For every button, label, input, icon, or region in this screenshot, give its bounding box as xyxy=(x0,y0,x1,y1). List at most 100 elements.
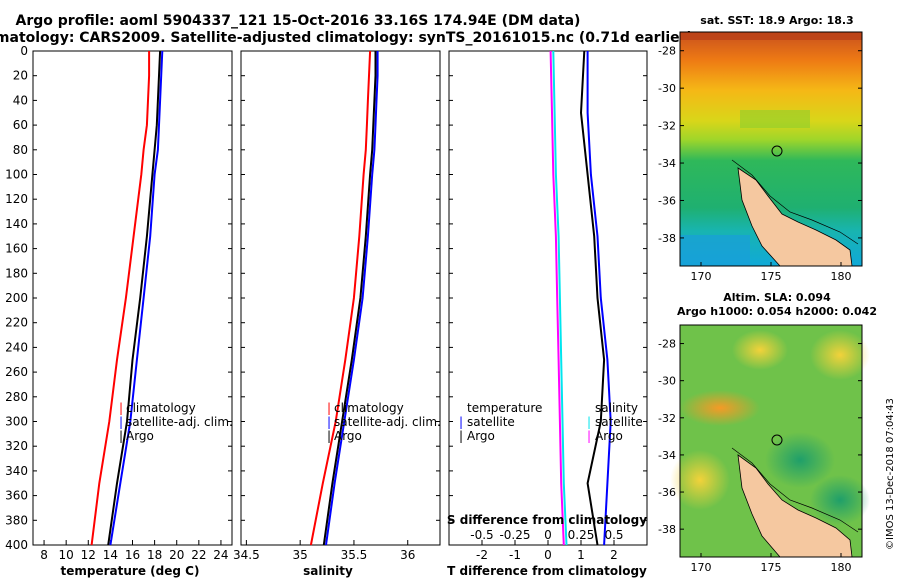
legend-sal-argo: Argo xyxy=(595,429,623,443)
series-line-salinity-argo xyxy=(549,50,565,546)
lat-tick-label: -36 xyxy=(658,486,676,499)
series-line-climatology xyxy=(309,50,372,546)
shelf-contour xyxy=(731,447,859,533)
x2-tick-label: 0.5 xyxy=(604,528,623,542)
lon-tick-label: 170 xyxy=(691,561,712,574)
x-tick-label: 20 xyxy=(169,548,184,562)
profile-location-marker xyxy=(771,145,783,157)
x-tick-label: 14 xyxy=(103,548,118,562)
temperature-axis-label: temperature (deg C) xyxy=(61,564,200,578)
sla-anomaly-positive xyxy=(732,330,788,370)
legend-climatology: climatology xyxy=(334,401,404,415)
legend-temp-satellite: satellite xyxy=(467,415,515,429)
difference-legend: temperature | satellite | Argo salinity … xyxy=(459,401,643,443)
legend-sal-satellite: satellite xyxy=(595,415,643,429)
legend-swatch-argo: | xyxy=(327,429,331,443)
lat-tick-label: -28 xyxy=(658,338,676,351)
legend-satellite: satellite-adj. clim. xyxy=(126,415,233,429)
legend-swatch-temp-argo: | xyxy=(459,429,463,443)
series-line-argo xyxy=(107,50,162,546)
new-zealand-land xyxy=(737,167,853,267)
temperature-panel-frame xyxy=(32,50,233,546)
sla-map: 170 175 180 -28 -30 -32 -34 -36 -38 xyxy=(658,324,870,574)
difference-plot: -2 -1 0 1 2 -0.5 -0.25 0 0.25 0.5 xyxy=(449,50,647,562)
x-tick-label: 24 xyxy=(213,548,228,562)
profile-location-marker xyxy=(771,434,783,446)
depth-tick-label: 140 xyxy=(5,217,28,231)
salinity-panel-frame xyxy=(240,50,441,546)
x-tick-label: 22 xyxy=(191,548,206,562)
series-line-climatology xyxy=(90,51,151,546)
sst-warm-band xyxy=(680,32,862,40)
imos-credit: ©IMOS 13-Dec-2018 07:04:43 xyxy=(885,398,896,550)
depth-tick-label: 60 xyxy=(13,118,28,132)
lon-tick-label: 180 xyxy=(831,561,852,574)
new-zealand-land xyxy=(737,454,853,558)
legend-climatology: climatology xyxy=(126,401,196,415)
legend-swatch-satellite: | xyxy=(119,415,123,429)
depth-tick-label: 120 xyxy=(5,192,28,206)
depth-tick-label: 100 xyxy=(5,168,28,182)
legend-salinity-heading: salinity xyxy=(595,401,638,415)
sst-map-title: sat. SST: 18.9 Argo: 18.3 xyxy=(700,14,853,27)
depth-tick-label: 80 xyxy=(13,143,28,157)
temperature-plot: 8 10 12 14 16 18 20 22 24 xyxy=(33,50,232,562)
series-line-salinity-satellite xyxy=(552,50,568,546)
sla-anomaly-positive xyxy=(810,330,870,380)
depth-tick-label: 200 xyxy=(5,291,28,305)
legend-swatch-temp-satellite: | xyxy=(459,415,463,429)
depth-tick-label: 380 xyxy=(5,513,28,527)
x2-tick-label: 0 xyxy=(544,528,552,542)
x-tick-label: 0 xyxy=(544,548,552,562)
temperature-legend: | climatology | satellite-adj. clim. | A… xyxy=(119,401,233,443)
x-tick-label: 12 xyxy=(81,548,96,562)
x-tick-label: 1 xyxy=(577,548,585,562)
depth-tick-label: 280 xyxy=(5,390,28,404)
legend-swatch-sal-argo: | xyxy=(587,429,591,443)
depth-tick-label: 320 xyxy=(5,439,28,453)
lon-tick-label: 180 xyxy=(831,270,852,283)
legend-temperature-heading: temperature xyxy=(467,401,542,415)
salinity-legend: | climatology | satellite-adj. clim. | A… xyxy=(327,401,441,443)
sst-map: 170 175 180 -28 -30 -32 -34 -36 -38 xyxy=(658,31,863,283)
depth-axis: 0 20 40 60 80 100 120 140 160 180 200 220 240 260 280 3… xyxy=(5,44,28,552)
depth-tick-label: 0 xyxy=(20,44,28,58)
depth-tick-label: 260 xyxy=(5,365,28,379)
sst-cool-water xyxy=(680,235,750,266)
lat-tick-label: -30 xyxy=(658,82,676,95)
series-line-satellite-adj-clim- xyxy=(109,50,164,546)
sla-anomaly-negative xyxy=(810,475,870,525)
legend-swatch-climatology: | xyxy=(119,401,123,415)
x-tick-label: 34.5 xyxy=(233,548,260,562)
x-tick-label: 16 xyxy=(125,548,140,562)
x2-tick-label: -0.5 xyxy=(470,528,493,542)
depth-tick-label: 20 xyxy=(13,69,28,83)
lat-tick-label: -36 xyxy=(658,194,676,207)
sla-map-title-line2: Argo h1000: 0.054 h2000: 0.042 xyxy=(677,305,877,318)
depth-tick-label: 300 xyxy=(5,415,28,429)
sst-front xyxy=(740,110,810,128)
series-line-argo xyxy=(322,51,377,546)
depth-tick-label: 240 xyxy=(5,340,28,354)
x-tick-label: -2 xyxy=(476,548,488,562)
s-difference-axis-label: S difference from climatology xyxy=(447,513,647,527)
x-tick-label: 36 xyxy=(400,548,415,562)
sst-map-axes: 170 175 180 -28 -30 -32 -34 -36 -38 xyxy=(658,45,862,283)
legend-swatch-argo: | xyxy=(119,429,123,443)
figure-title-line2: Climatology: CARS2009. Satellite-adjuste… xyxy=(0,30,693,46)
legend-satellite: satellite-adj. clim. xyxy=(334,415,441,429)
series-line-satellite-adj-clim- xyxy=(325,51,379,546)
x-tick-label: 35 xyxy=(293,548,308,562)
depth-tick-label: 180 xyxy=(5,266,28,280)
shelf-contour xyxy=(731,159,859,245)
depth-tick-label: 340 xyxy=(5,464,28,478)
series-line-temperature-satellite xyxy=(586,51,612,546)
depth-tick-label: 220 xyxy=(5,316,28,330)
series-line-temperature-argo xyxy=(579,50,606,546)
legend-swatch-climatology: | xyxy=(327,401,331,415)
salinity-axis-label: salinity xyxy=(303,564,353,578)
x-tick-label: 18 xyxy=(147,548,162,562)
x-tick-label: 35.5 xyxy=(341,548,368,562)
depth-tick-label: 360 xyxy=(5,489,28,503)
